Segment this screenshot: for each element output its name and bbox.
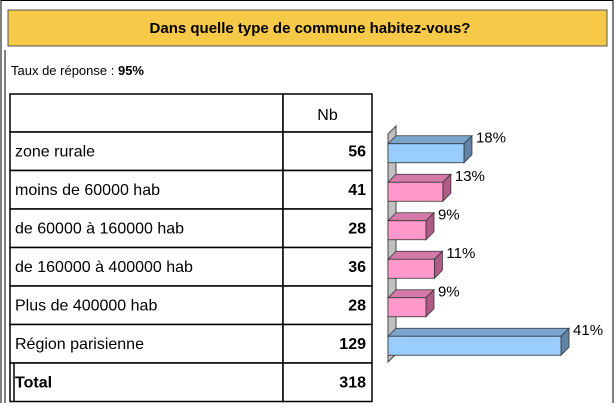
row-label: de 160000 à 400000 hab [15, 259, 193, 276]
row-count: 28 [348, 220, 366, 237]
bar-value-label: 18% [476, 130, 506, 147]
bar-top [387, 135, 473, 145]
count-cell [282, 362, 373, 403]
bar [387, 220, 427, 241]
bar-value-label: 13% [455, 168, 485, 185]
row-label: Plus de 400000 hab [15, 297, 157, 314]
bar-top [387, 327, 570, 337]
bar-value-label: 9% [438, 284, 460, 301]
label-cell [9, 323, 284, 364]
label-cell [9, 208, 284, 249]
bar [387, 143, 465, 164]
row-label: Total [15, 374, 52, 391]
count-cell [282, 246, 373, 287]
bar-top [387, 173, 452, 183]
title-bar [7, 9, 608, 47]
header-text: Nb [317, 107, 338, 124]
response-rate: Taux de réponse : 95% [11, 63, 144, 78]
count-cell [282, 169, 373, 210]
bar-value-label: 9% [438, 207, 460, 224]
header-label-cell [9, 93, 284, 133]
row-label: Région parisienne [15, 336, 144, 353]
count-cell [282, 285, 373, 326]
row-label: moins de 60000 hab [15, 182, 160, 199]
bars: 18% 13% 9% 11% 9% 41% [387, 130, 603, 357]
bar [387, 258, 435, 279]
bar [387, 297, 427, 318]
row-count: 129 [339, 336, 366, 353]
count-cell [282, 208, 373, 249]
row-count: 56 [348, 143, 366, 160]
row-count: 36 [348, 259, 366, 276]
row-count: 28 [348, 297, 366, 314]
header-cell [282, 93, 373, 133]
label-cell [9, 285, 284, 326]
table: Nb zone rurale 56 moins de 60000 hab 41 de 60… [4, 50, 373, 403]
label-cell [9, 169, 284, 210]
row-label: de 60000 à 160000 hab [15, 220, 184, 237]
row-label: zone rurale [15, 143, 95, 160]
response-rate-label: Taux de réponse : [11, 63, 118, 78]
bar-top [387, 250, 444, 260]
bar-value-label: 11% [446, 245, 475, 262]
bar [387, 335, 562, 356]
row-count: 41 [348, 182, 366, 199]
row-count: 318 [339, 374, 366, 391]
title: Dans quelle type de commune habitez-vous… [150, 20, 471, 37]
count-cell [282, 323, 373, 364]
bar-value-label: 41% [573, 322, 603, 339]
response-rate-value: 95% [118, 63, 144, 78]
bar [387, 181, 444, 202]
